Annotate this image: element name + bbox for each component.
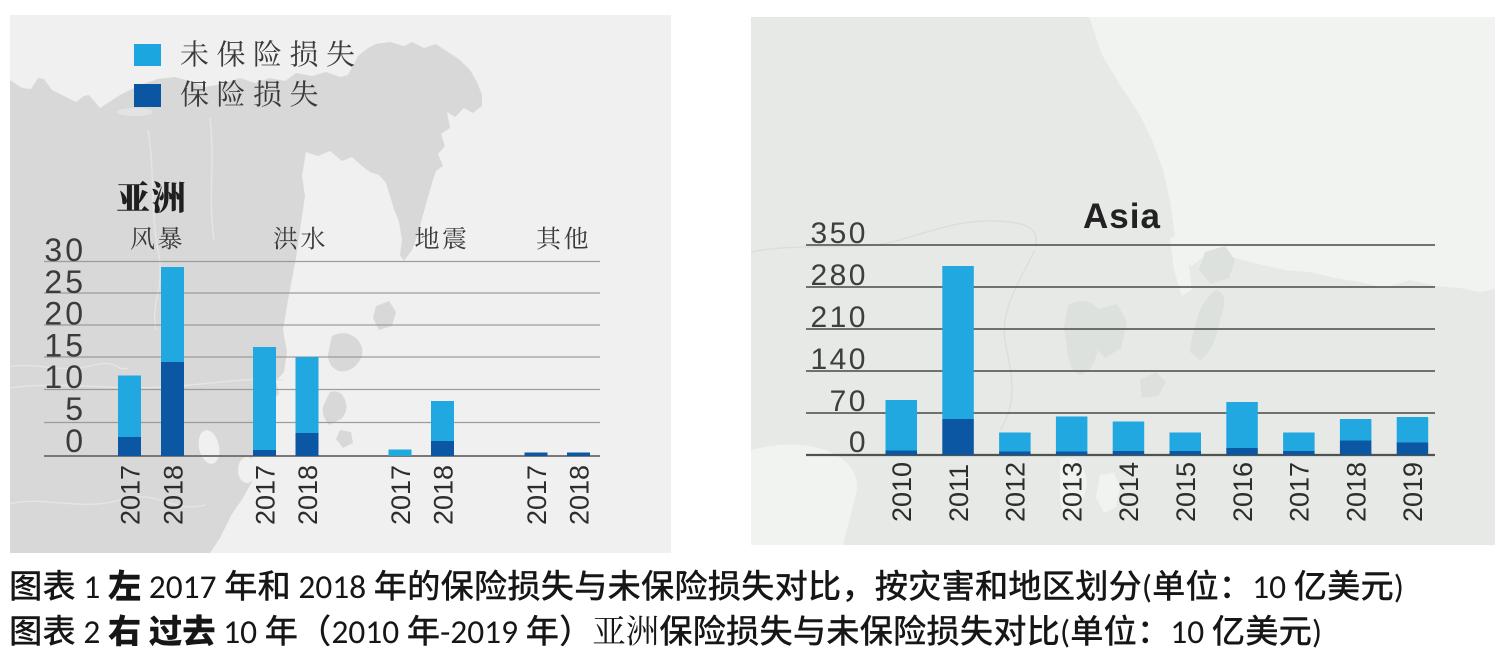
svg-text:0: 0 [849,426,868,459]
svg-text:15: 15 [44,327,86,363]
svg-text:350: 350 [810,217,868,250]
svg-text:2018: 2018 [1342,462,1372,522]
svg-text:2013: 2013 [1058,462,1088,522]
svg-text:5: 5 [65,391,86,427]
svg-text:280: 280 [810,259,868,292]
svg-text:25: 25 [44,264,86,300]
svg-text:2018: 2018 [293,465,323,525]
svg-text:2017: 2017 [522,465,552,525]
svg-text:20: 20 [44,296,86,332]
svg-text:2018: 2018 [428,465,458,525]
svg-text:10: 10 [44,359,86,395]
svg-text:210: 210 [810,301,868,334]
svg-text:2016: 2016 [1228,462,1258,522]
svg-text:2017: 2017 [386,465,416,525]
svg-text:2015: 2015 [1171,462,1201,522]
svg-text:2012: 2012 [1001,462,1031,522]
svg-text:30: 30 [44,232,86,268]
svg-text:2017: 2017 [115,465,145,525]
svg-text:2018: 2018 [564,465,594,525]
svg-text:Asia: Asia [1083,197,1161,236]
svg-text:2011: 2011 [944,464,974,522]
svg-text:2017: 2017 [250,465,280,525]
svg-text:0: 0 [65,423,86,459]
svg-text:2014: 2014 [1114,462,1144,522]
svg-text:2010: 2010 [887,462,917,522]
svg-text:70: 70 [830,385,868,418]
svg-text:140: 140 [810,343,868,376]
svg-text:2017: 2017 [1285,462,1315,522]
svg-text:2019: 2019 [1398,462,1428,522]
svg-text:2018: 2018 [158,465,188,525]
